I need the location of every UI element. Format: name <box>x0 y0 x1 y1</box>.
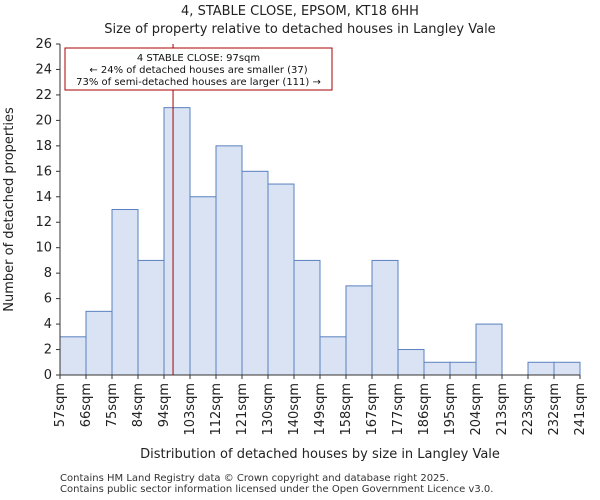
histogram-bar <box>553 361 581 376</box>
footer-licence: Contains public sector information licen… <box>60 484 494 495</box>
x-tick-label: 195sqm <box>443 383 458 436</box>
histogram-bar <box>319 336 347 376</box>
y-tick-label: 6 <box>44 292 52 307</box>
chart-title: 4, STABLE CLOSE, EPSOM, KT18 6HH <box>181 4 419 19</box>
y-tick-label: 14 <box>35 190 52 205</box>
x-tick-label: 167sqm <box>365 383 380 436</box>
y-tick-label: 16 <box>35 164 52 179</box>
histogram-bar <box>267 183 295 376</box>
y-tick-label: 22 <box>35 88 52 103</box>
annotation-text-line: 73% of semi-detached houses are larger (… <box>76 77 321 88</box>
x-tick-label: 66sqm <box>79 383 94 427</box>
x-tick-label: 130sqm <box>261 383 276 436</box>
histogram-bar <box>163 107 191 376</box>
x-tick-label: 223sqm <box>521 383 536 436</box>
histogram-bar <box>345 285 373 376</box>
y-tick-label: 2 <box>44 343 52 358</box>
y-tick-label: 20 <box>35 113 52 128</box>
annotation-text-line: 4 STABLE CLOSE: 97sqm <box>137 53 260 64</box>
annotation-text-line: ← 24% of detached houses are smaller (37… <box>89 65 307 76</box>
y-tick-label: 18 <box>35 139 52 154</box>
histogram-bar <box>85 310 113 376</box>
y-tick-label: 24 <box>35 62 52 77</box>
x-tick-label: 158sqm <box>339 383 354 436</box>
x-tick-label: 57sqm <box>53 383 68 427</box>
annotation-box <box>64 47 333 91</box>
x-tick-label: 121sqm <box>235 383 250 436</box>
histogram-bar <box>137 259 165 376</box>
y-tick-label: 4 <box>44 317 52 332</box>
x-tick-label: 94sqm <box>157 383 172 427</box>
histogram-bar <box>189 196 217 376</box>
y-tick-label: 8 <box>44 266 52 281</box>
histogram-bar <box>449 361 477 376</box>
footer-copyright: Contains HM Land Registry data © Crown c… <box>60 473 449 484</box>
x-tick-label: 103sqm <box>183 383 198 436</box>
histogram-bar <box>397 349 425 376</box>
histogram-bar <box>111 209 139 376</box>
y-tick-label: 12 <box>35 215 52 230</box>
y-tick-label: 10 <box>35 241 52 256</box>
x-tick-label: 140sqm <box>287 383 302 436</box>
chart-subtitle: Size of property relative to detached ho… <box>104 22 496 37</box>
histogram-bar <box>475 323 503 376</box>
histogram-bar <box>215 145 243 376</box>
x-tick-label: 112sqm <box>209 383 224 436</box>
histogram-bar <box>423 361 451 376</box>
x-tick-label: 177sqm <box>391 383 406 436</box>
x-axis-label: Distribution of detached houses by size … <box>140 447 500 462</box>
histogram-bar <box>371 259 399 376</box>
histogram-bar <box>293 259 321 376</box>
y-axis-label: Number of detached properties <box>2 107 17 312</box>
x-tick-label: 232sqm <box>547 383 562 436</box>
x-tick-label: 204sqm <box>469 383 484 436</box>
histogram-bar <box>241 170 269 376</box>
y-tick-label: 26 <box>35 37 52 52</box>
x-tick-label: 241sqm <box>573 383 588 436</box>
x-tick-label: 84sqm <box>131 383 146 427</box>
x-tick-label: 186sqm <box>417 383 432 436</box>
histogram-bar <box>59 336 87 376</box>
histogram-bar <box>527 361 555 376</box>
x-tick-label: 149sqm <box>313 383 328 436</box>
x-tick-label: 213sqm <box>495 383 510 436</box>
y-tick-label: 0 <box>44 368 52 383</box>
x-tick-label: 75sqm <box>105 383 120 427</box>
